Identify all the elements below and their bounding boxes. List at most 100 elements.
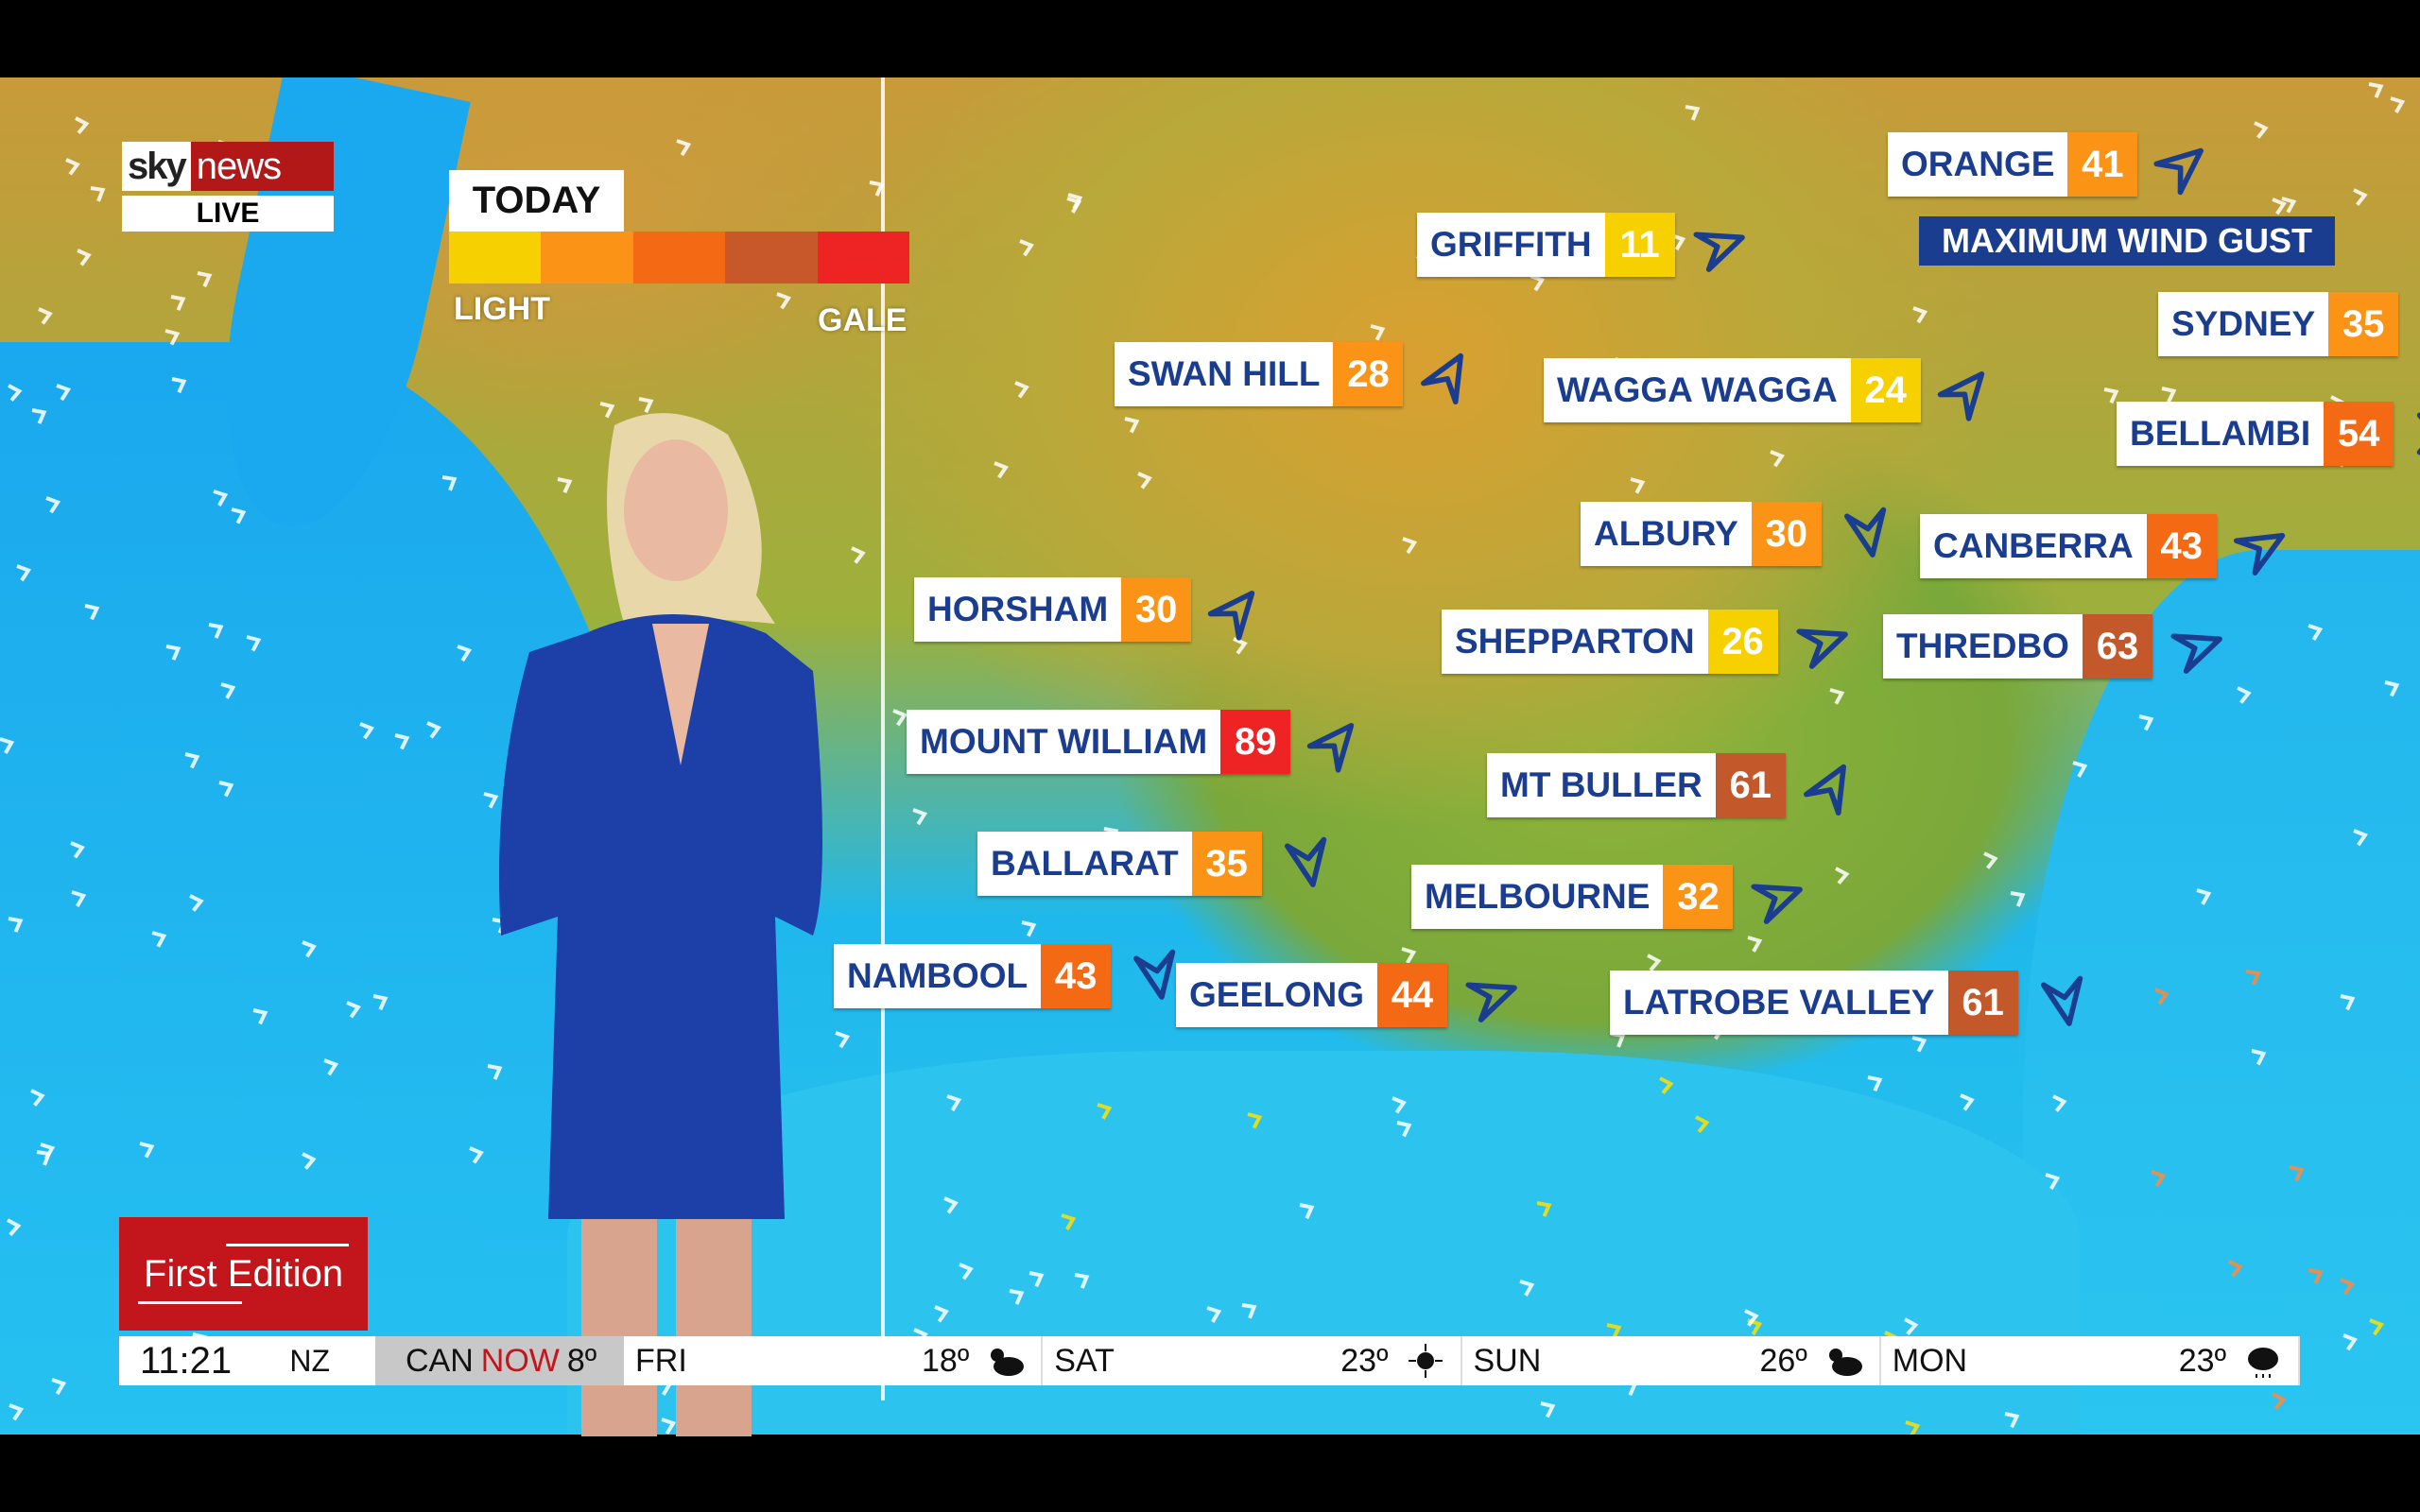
wind-chevron [2340,994,2356,1011]
wind-chevron [302,940,317,958]
legend-swatch [817,232,910,284]
wind-chevron [1370,324,1386,341]
legend-swatch [449,232,542,284]
wind-chevron [71,890,87,907]
wind-direction-arrow-icon [2416,412,2420,455]
wind-chevron [469,1146,484,1164]
wind-direction-arrow-icon [1844,507,1887,558]
wind-chevron [487,1064,503,1080]
day-temp: 23º [2178,1342,2226,1379]
now-label: NOW [480,1342,560,1379]
wind-chevron [676,139,692,157]
day-name: SAT [1054,1342,1115,1379]
wind-chevron [1744,1309,1759,1327]
wind-chevron [2151,1170,2167,1188]
wind-gust-value: 54 [2324,402,2394,466]
wind-chevron [2272,198,2287,215]
location-name: WAGGA WAGGA [1557,370,1838,409]
wind-chevron [1983,851,1998,869]
wind-direction-arrow-icon [1804,764,1846,816]
location-label: BALLARAT 35 [977,832,1262,896]
wind-chevron [1396,1121,1412,1138]
day-name: SUN [1473,1342,1542,1379]
presenter [499,413,822,1436]
sky-news-logo: sky news LIVE [122,142,334,232]
wind-chevron [959,1263,974,1280]
wind-chevron [1630,477,1646,494]
wind-chevron [1067,193,1083,210]
wind-chevron [2272,1392,2287,1411]
wind-gust-value: 41 [2067,132,2138,197]
wind-chevron [943,1196,959,1214]
location-name: HORSHAM [927,590,1109,628]
wind-chevron [1960,1093,1975,1111]
day-temp: 18º [922,1342,970,1379]
wind-chevron [441,475,458,491]
wind-chevron [31,408,47,424]
wind-chevron [1124,417,1140,434]
wind-chevron [36,1150,52,1166]
forecast-day: MON 23º [1881,1336,2300,1385]
wind-chevron [2353,829,2368,847]
weather-ticker: 11:21 NZ CAN NOW 8º FRI 18º SAT 23º SUN 26º MON… [119,1336,2300,1385]
wind-direction-arrow-icon [1421,352,1463,404]
wind-gust-value: 35 [2328,292,2399,356]
location-label: ORANGE 41 [1888,132,2138,197]
wind-chevron [323,1058,339,1076]
location-label: CANBERRA 43 [1920,514,2217,578]
location-name: CANBERRA [1933,526,2134,565]
wind-chevron [231,507,247,524]
wind-chevron [208,623,224,639]
logo-news: news [190,142,334,191]
location-name: BELLAMBI [2130,414,2311,453]
day-name: FRI [635,1342,687,1379]
wind-gust-value: 43 [1041,944,1112,1008]
wind-chevron [2052,1094,2067,1112]
wind-chevron [1770,450,1785,468]
wind-gust-value: 26 [1707,610,1778,674]
wind-direction-arrow-icon [1306,723,1355,773]
wind-gust-value: 89 [1220,710,1291,774]
wind-chevron [638,397,654,414]
wind-chevron [302,1152,317,1170]
location-name: ORANGE [1901,145,2055,183]
wind-chevron [220,682,236,699]
now-temp: 8º [566,1342,597,1379]
wind-chevron [2368,82,2384,98]
wind-gust-value: 44 [1377,963,1448,1027]
wind-chevron [1659,1076,1674,1095]
wind-chevron [1247,1112,1263,1129]
wind-direction-arrow-icon [1693,232,1745,272]
wind-chevron [934,1305,949,1323]
wind-chevron [912,808,928,826]
wind-chevron [1647,954,1662,972]
wind-chevron [65,158,80,176]
wind-gust-value: 30 [1751,502,1822,566]
wind-gust-value: 61 [1715,753,1786,817]
timezone: NZ [289,1343,330,1378]
wind-chevron [1206,1306,1222,1323]
location-label: NAMBOOL 43 [834,944,1112,1008]
wind-chevron [2154,988,2169,1005]
day-name: MON [1892,1342,1968,1379]
wind-chevron [2308,1268,2324,1284]
wind-chevron [189,894,204,912]
wind-chevron [892,709,908,727]
program-title: First Edition [119,1217,368,1331]
wind-chevron [1695,1115,1710,1134]
wind-chevron [599,402,615,419]
wind-direction-arrow-icon [2153,147,2204,196]
day-temp: 26º [1759,1342,1807,1379]
wind-chevron [1530,274,1546,292]
partly-cloudy-icon [991,1349,1025,1376]
max-wind-gust-banner: MAXIMUM WIND GUST [1919,216,2335,266]
location-name: BALLARAT [991,844,1179,883]
wind-chevron [1540,1401,1556,1418]
wind-chevron [2072,761,2088,778]
wind-chevron [2369,1318,2384,1336]
wind-direction-arrow-icon [2041,975,2083,1026]
location-name: GEELONG [1189,975,1365,1014]
partly-cloudy-icon [1828,1349,1862,1376]
wind-chevron [1402,537,1418,555]
wind-chevron [483,792,499,809]
